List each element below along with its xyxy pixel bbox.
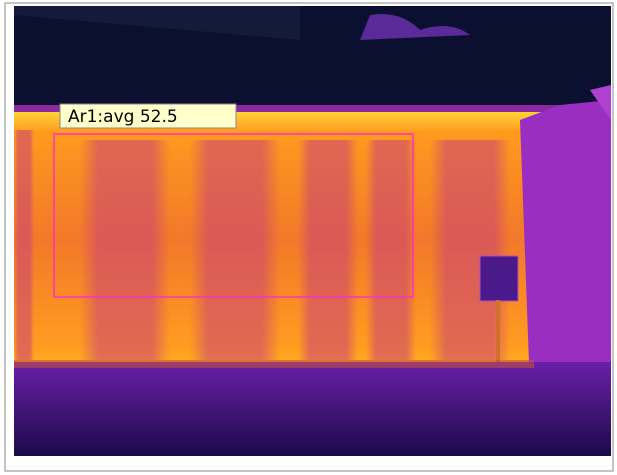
measurement-label-box bbox=[59, 103, 237, 129]
measurement-area bbox=[53, 133, 414, 298]
measurement-label: Ar1:avg 52.5 bbox=[68, 107, 178, 127]
thermal-image bbox=[14, 6, 611, 456]
